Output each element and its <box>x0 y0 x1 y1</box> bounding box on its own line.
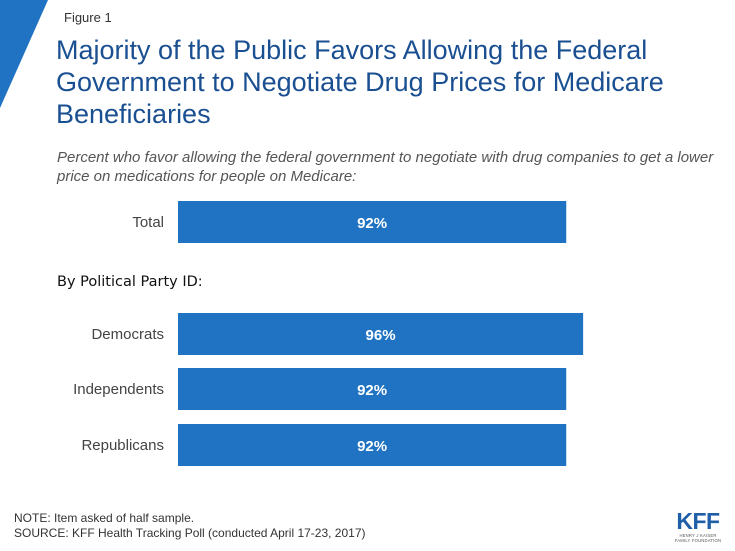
note-text: NOTE: Item asked of half sample. <box>14 511 195 525</box>
chart-subtitle: Percent who favor allowing the federal g… <box>57 149 714 185</box>
category-label-democrats: Democrats <box>91 326 164 343</box>
chart-title: Majority of the Public Favors Allowing t… <box>56 35 664 129</box>
bar-total <box>178 201 567 243</box>
logo-subtitle-line1: HENRY J KAISER <box>679 533 717 538</box>
source-text: SOURCE: KFF Health Tracking Poll (conduc… <box>14 526 366 540</box>
figure-label: Figure 1 <box>64 10 112 25</box>
category-label-independents: Independents <box>73 381 164 398</box>
value-label-independents: 92% <box>357 382 387 399</box>
value-label-republicans: 92% <box>357 438 387 455</box>
bar-chart: Total 92% Democrats 96% Independents 92% Repub… <box>57 201 584 466</box>
group-label: By Political Party ID: <box>57 274 203 290</box>
corner-accent-shape <box>0 0 48 108</box>
bar-republicans <box>178 424 567 466</box>
value-label-democrats: 96% <box>366 327 396 344</box>
notes-block: NOTE: Item asked of half sample. SOURCE:… <box>14 511 366 541</box>
logo-wordmark: KFF <box>676 508 720 534</box>
kff-logo: KFF HENRY J KAISER FAMILY FOUNDATION <box>672 510 724 544</box>
category-label-total: Total <box>132 214 164 231</box>
bar-democrats <box>178 313 584 355</box>
bar-independents <box>178 368 567 410</box>
category-label-republicans: Republicans <box>81 437 164 454</box>
value-label-total: 92% <box>357 215 387 232</box>
logo-subtitle-line2: FAMILY FOUNDATION <box>674 538 722 543</box>
